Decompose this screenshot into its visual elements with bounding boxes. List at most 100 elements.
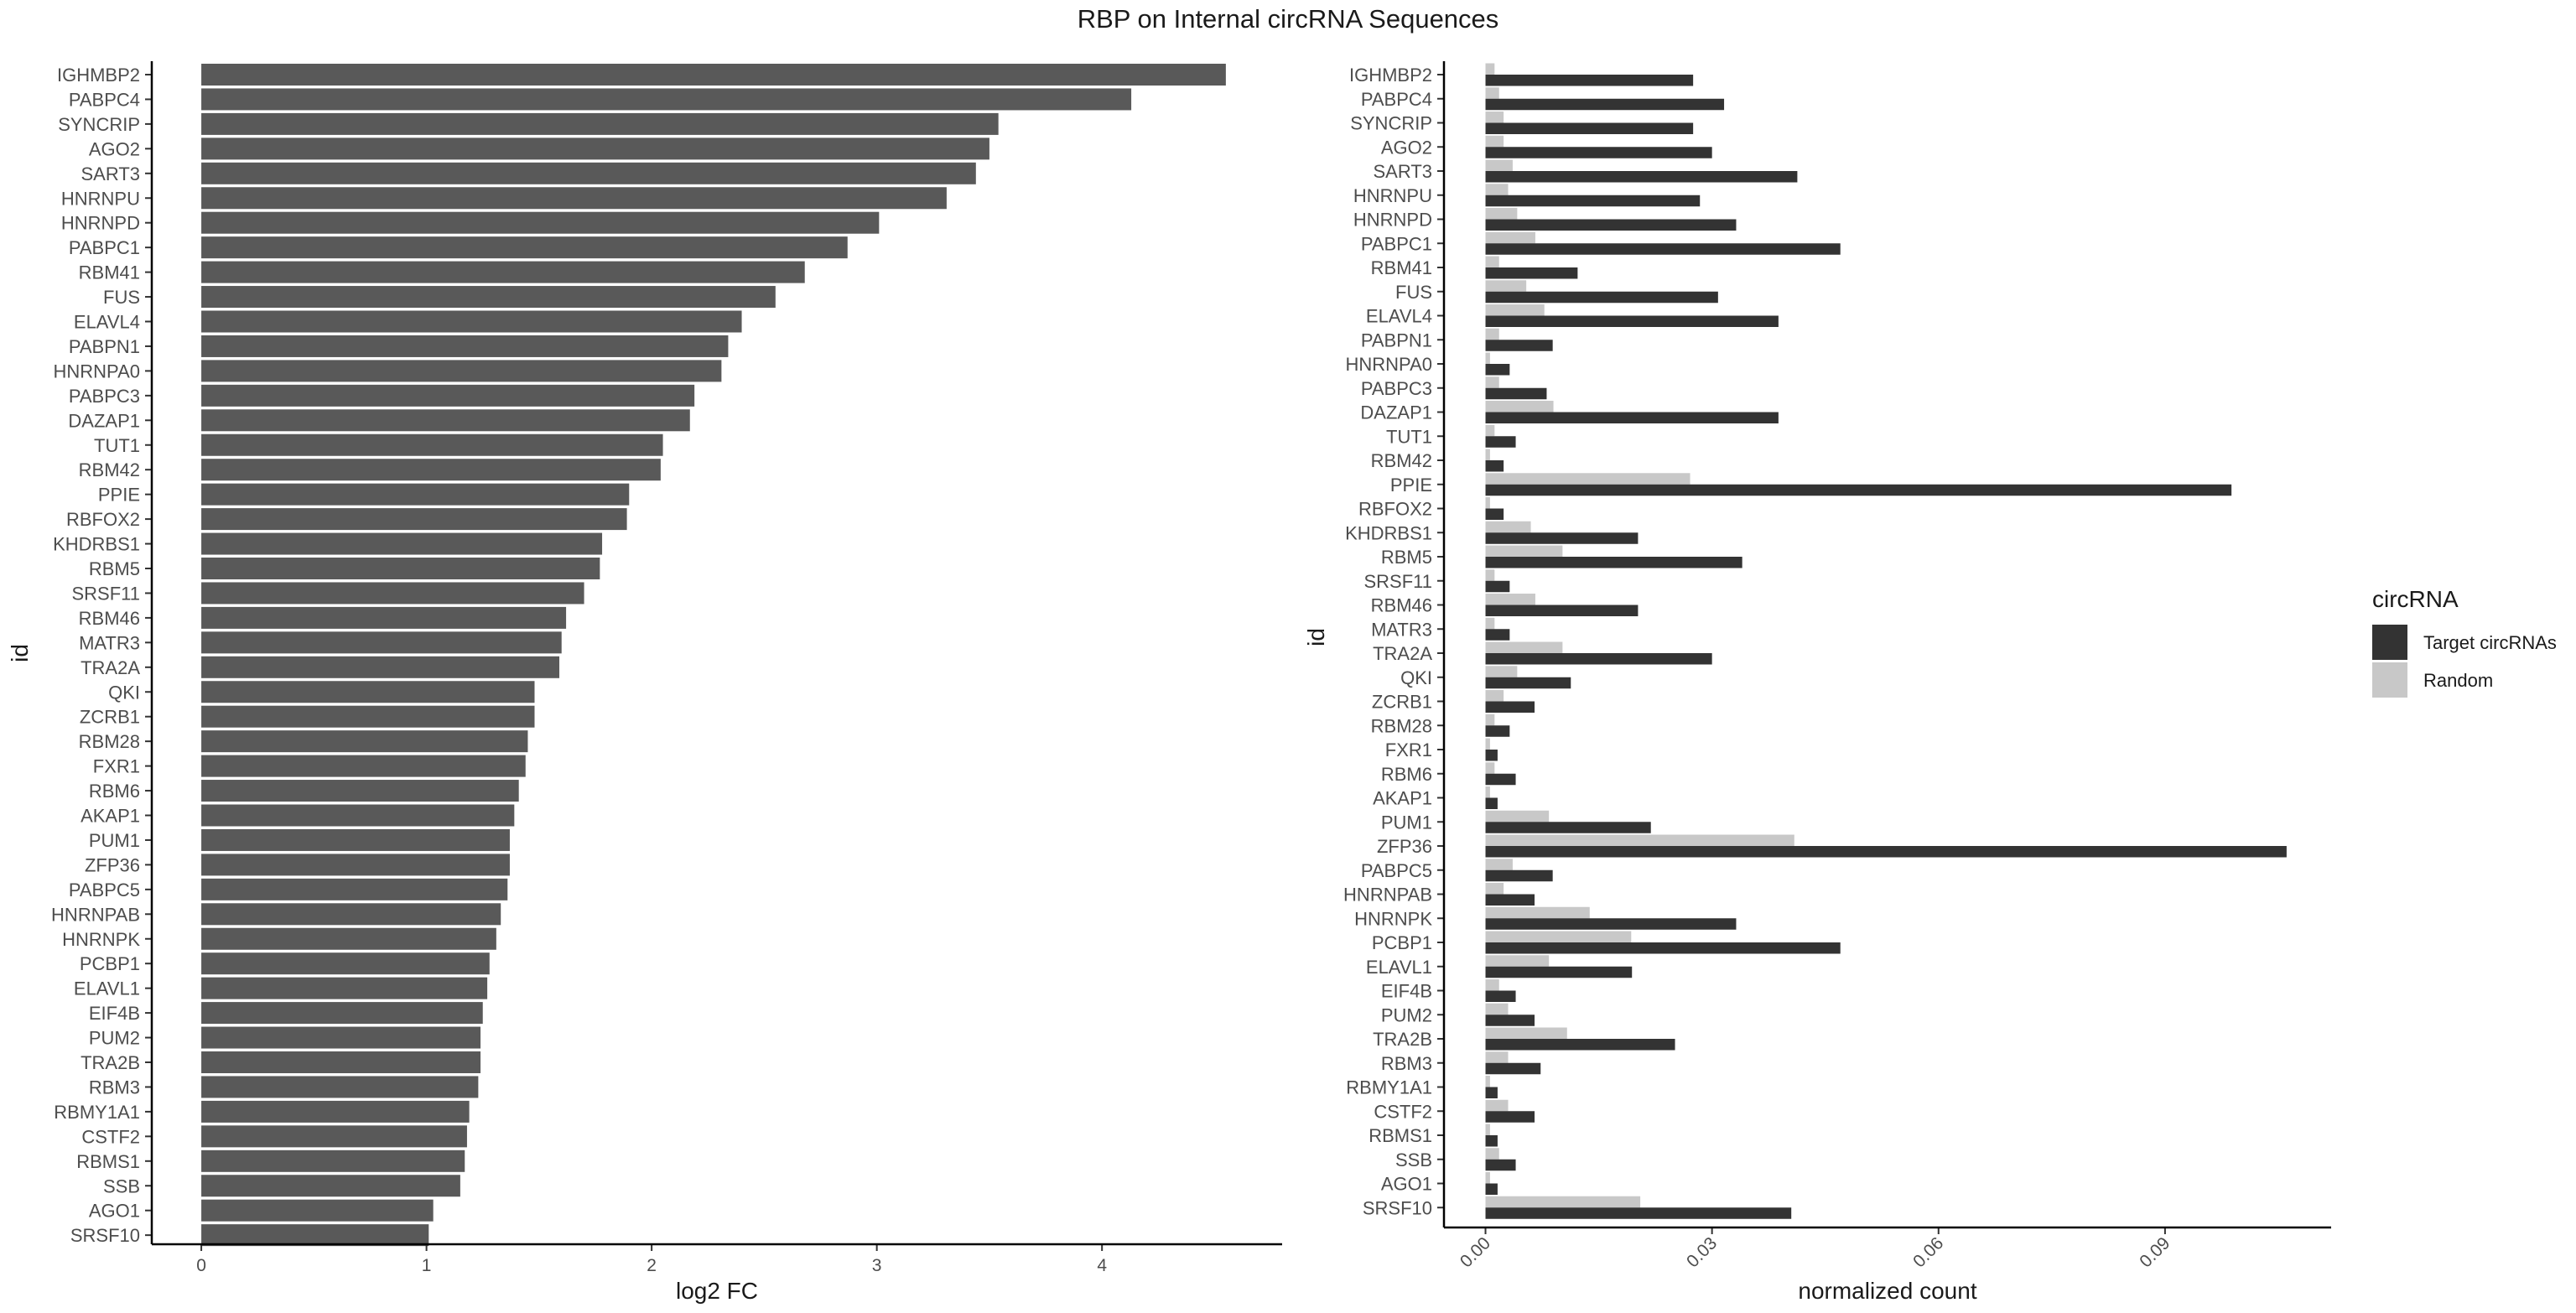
y-tick-label: AKAP1: [1373, 788, 1432, 809]
y-tick-label: SRSF11: [1363, 571, 1432, 592]
bar-random-rbfox2: [1485, 497, 1490, 509]
bar-target-rbmy1a1: [1485, 1087, 1498, 1098]
y-tick-label: SRSF10: [1363, 1197, 1432, 1218]
bar-target-rbms1: [1485, 1135, 1498, 1147]
bar-random-rbm42: [1485, 449, 1490, 460]
y-tick-label: ELAVL1: [1366, 957, 1432, 978]
bar-rbm41: [201, 261, 805, 283]
right-bars: [1485, 63, 2287, 1219]
bar-srsf10: [201, 1224, 429, 1247]
bar-target-tra2a: [1485, 653, 1712, 665]
y-tick-label: SYNCRIP: [58, 114, 140, 135]
bar-random-rbmy1a1: [1485, 1076, 1490, 1087]
legend-swatch-random: [2372, 662, 2407, 698]
y-tick-label: KHDRBS1: [1345, 522, 1432, 543]
bar-random-rbm3: [1485, 1051, 1509, 1063]
y-tick-label: TUT1: [1386, 426, 1432, 447]
bar-ssb: [201, 1175, 460, 1197]
y-tick-label: HNRNPD: [61, 213, 140, 234]
y-tick-label: PABPN1: [69, 336, 140, 357]
y-tick-label: PUM1: [1381, 812, 1432, 833]
bar-pabpc1: [201, 236, 848, 259]
bar-target-pabpn1: [1485, 340, 1553, 351]
y-tick-label: AGO2: [89, 138, 140, 159]
y-tick-label: PABPC5: [1361, 860, 1432, 881]
bar-random-pum2: [1485, 1003, 1509, 1015]
bar-tra2b: [201, 1051, 481, 1073]
x-tick-label: 0.00: [1457, 1233, 1494, 1271]
y-tick-label: RBM41: [1371, 257, 1432, 278]
bar-akap1: [201, 804, 515, 827]
bar-dazap1: [201, 409, 690, 432]
bar-target-hnrnpk: [1485, 918, 1737, 930]
y-tick-label: RBFOX2: [1358, 499, 1432, 520]
bar-hnrnpa0: [201, 360, 722, 382]
x-tick-label: 0: [196, 1256, 206, 1275]
y-tick-label: RBM28: [79, 731, 140, 752]
bar-target-tra2b: [1485, 1039, 1675, 1051]
bar-random-rbm41: [1485, 256, 1499, 267]
y-tick-label: HNRNPK: [1354, 908, 1432, 929]
y-tick-label: TRA2B: [80, 1052, 140, 1073]
legend-label-random: Random: [2423, 670, 2493, 691]
y-tick-label: EIF4B: [1381, 981, 1432, 1002]
bar-random-rbm6: [1485, 762, 1495, 774]
bar-target-rbm28: [1485, 725, 1510, 737]
bar-sart3: [201, 162, 976, 184]
bar-random-ighmbp2: [1485, 63, 1495, 75]
bar-target-cstf2: [1485, 1111, 1535, 1123]
bar-elavl1: [201, 977, 488, 999]
x-tick-label: 3: [872, 1256, 882, 1275]
x-tick-label: 2: [647, 1256, 657, 1275]
bar-target-akap1: [1485, 797, 1498, 809]
bar-target-pabpc1: [1485, 243, 1841, 255]
x-tick-label: 0.09: [2136, 1233, 2174, 1271]
bar-random-zfp36: [1485, 834, 1794, 846]
bar-random-srsf10: [1485, 1196, 1641, 1208]
y-tick-label: PABPC3: [1361, 378, 1432, 399]
bar-hnrnpab: [201, 903, 501, 926]
bar-rbm28: [201, 730, 528, 753]
bar-rbfox2: [201, 508, 627, 531]
bar-target-ppie: [1485, 484, 2232, 496]
bar-random-ago1: [1485, 1172, 1490, 1184]
y-tick-label: QKI: [108, 682, 140, 703]
bar-target-sart3: [1485, 171, 1798, 183]
bar-target-pabpc4: [1485, 98, 1725, 111]
bar-target-matr3: [1485, 629, 1510, 641]
bar-target-ssb: [1485, 1159, 1516, 1171]
bar-target-syncrip: [1485, 122, 1694, 134]
bar-random-qki: [1485, 666, 1518, 677]
x-tick-label: 1: [422, 1256, 432, 1275]
bar-random-rbm28: [1485, 714, 1495, 726]
y-tick-label: AGO1: [89, 1201, 140, 1222]
bar-pabpc5: [201, 878, 508, 900]
y-tick-label: RBMS1: [1368, 1125, 1432, 1146]
y-tick-label: AKAP1: [80, 806, 140, 827]
y-tick-label: TRA2A: [80, 657, 140, 678]
legend-swatch-target: [2372, 625, 2407, 660]
bar-random-fxr1: [1485, 738, 1490, 750]
legend-title: circRNA: [2372, 586, 2459, 612]
y-tick-label: FUS: [103, 287, 140, 308]
y-tick-label: HNRNPA0: [53, 361, 140, 381]
bar-matr3: [201, 631, 562, 654]
bar-rbms1: [201, 1150, 465, 1172]
bar-pabpc4: [201, 88, 1132, 111]
y-tick-label: PABPC1: [69, 237, 140, 258]
legend-label-target: Target circRNAs: [2423, 632, 2557, 653]
bar-hnrnpk: [201, 927, 496, 950]
bar-target-ighmbp2: [1485, 75, 1694, 86]
left-x-axis-title: log2 FC: [676, 1278, 758, 1304]
y-tick-label: RBM6: [1381, 764, 1432, 785]
bar-khdrbs1: [201, 532, 603, 555]
y-tick-label: TRA2B: [1373, 1029, 1432, 1050]
y-tick-label: MATR3: [1371, 619, 1432, 640]
y-tick-label: RBM3: [1381, 1053, 1432, 1074]
bar-random-tut1: [1485, 424, 1495, 437]
bar-target-tut1: [1485, 436, 1516, 448]
bar-target-fus: [1485, 291, 1718, 304]
y-tick-label: HNRNPAB: [1343, 885, 1432, 906]
bar-hnrnpd: [201, 211, 880, 234]
bar-cstf2: [201, 1125, 467, 1148]
